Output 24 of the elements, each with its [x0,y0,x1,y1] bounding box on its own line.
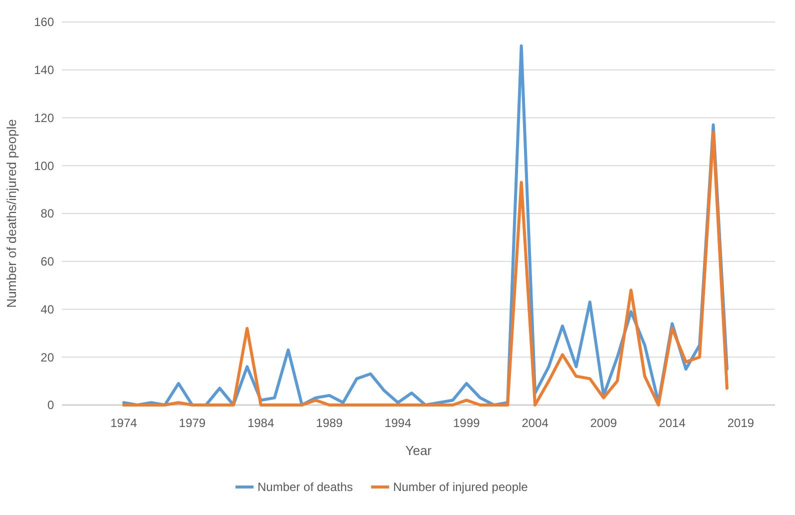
y-tick-label: 0 [47,398,54,412]
y-tick-label: 140 [34,63,54,78]
line-series [122,130,729,406]
x-tick-label: 1979 [178,416,206,430]
x-tick-label: 1974 [110,416,138,430]
x-tick-label: 1989 [316,416,344,430]
x-tick-label: 1984 [247,416,274,430]
x-tick-label: 1994 [384,416,412,430]
x-axis-title: Year [405,443,432,458]
legend-label: Number of injured people [393,480,528,494]
y-tick-label: 160 [34,15,54,30]
x-tick-label: 2009 [590,416,618,430]
x-tick-label: 1999 [453,416,480,430]
y-tick-label: 40 [40,302,54,316]
x-tick-label: 2019 [727,416,754,430]
y-axis-title: Number of deaths/injured people [4,119,19,308]
x-tick-label: 2014 [658,416,686,430]
y-tick-label: 100 [34,158,54,173]
x-tick-label: 2004 [522,416,549,430]
y-tick-label: 120 [34,110,54,125]
y-tick-label: 60 [40,254,54,269]
legend-label: Number of deaths [258,480,353,494]
y-tick-label: 80 [40,206,54,221]
y-tick-label: 20 [40,350,54,364]
